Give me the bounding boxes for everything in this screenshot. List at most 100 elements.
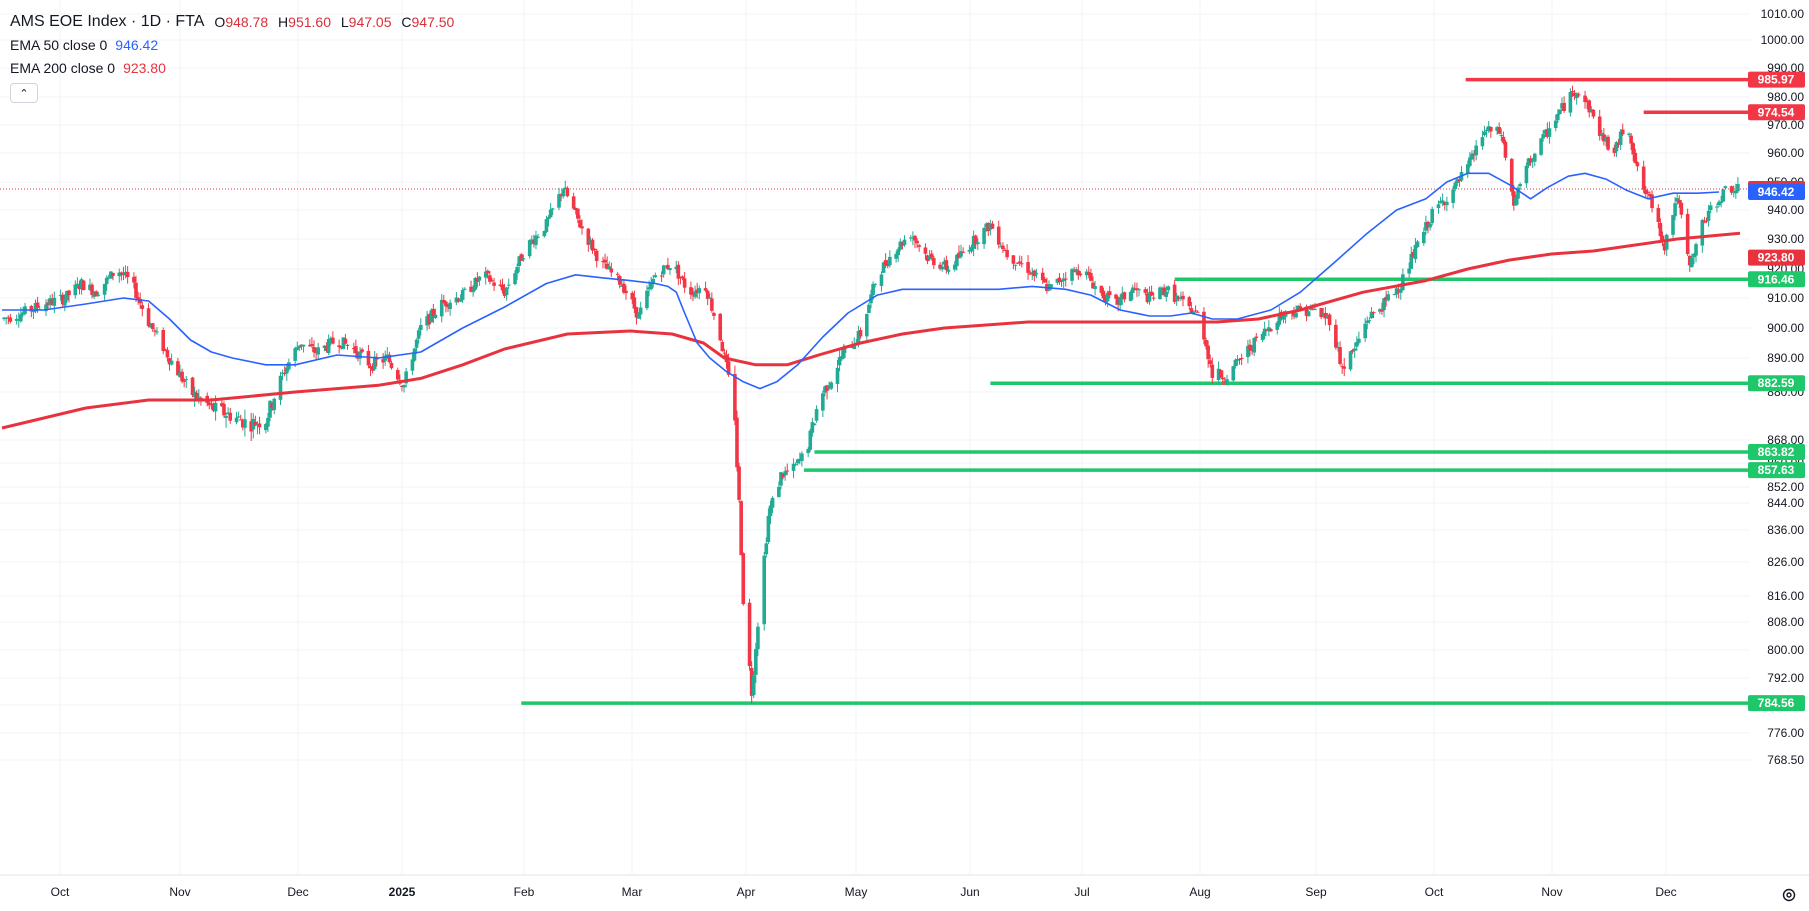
candle-body — [111, 272, 115, 276]
candle-body — [624, 290, 628, 294]
time-tick-label: Aug — [1189, 885, 1210, 899]
candle-body — [312, 347, 316, 353]
candle-body — [925, 255, 930, 262]
candle-body — [1235, 358, 1240, 361]
candle-body — [161, 330, 166, 352]
candle-body — [1415, 241, 1420, 248]
candle-body — [197, 396, 201, 398]
ema50-label: EMA 50 close 0 — [10, 36, 108, 53]
legend-main-row: AMS EOE Index · 1D · FTA O948.78 H951.60… — [10, 10, 458, 33]
candle-body — [1189, 308, 1194, 314]
candle-body — [492, 282, 496, 286]
candle-body — [1005, 249, 1009, 258]
candles — [2, 85, 1740, 704]
candle-body — [1719, 201, 1723, 204]
candle-body — [1193, 310, 1198, 312]
candle-body — [999, 246, 1003, 248]
candle-body — [1179, 297, 1183, 299]
candle-body — [264, 424, 268, 431]
candle-body — [871, 283, 875, 295]
candle-body — [888, 256, 892, 266]
candle-body — [506, 284, 511, 286]
candle-body — [1267, 327, 1271, 332]
candle-body — [1453, 182, 1458, 190]
candle-body — [199, 397, 203, 399]
candle-body — [1704, 220, 1709, 222]
candle-body — [1690, 257, 1694, 268]
candle-body — [529, 239, 534, 242]
candle-body — [647, 287, 651, 290]
candle-body — [823, 386, 827, 393]
candle-body — [1597, 116, 1602, 136]
candle-body — [1572, 92, 1577, 97]
high-value: 951.60 — [288, 13, 331, 30]
candle-body — [1049, 284, 1053, 288]
candle-body — [224, 415, 228, 418]
candle-body — [1562, 102, 1566, 111]
time-axis[interactable]: Oct Nov Dec 2025 Feb Mar Apr May Jun Jul Aug Sep Oct… — [51, 885, 1677, 899]
candle-body — [316, 347, 320, 355]
candle-body — [858, 330, 863, 337]
candle-body — [737, 466, 741, 500]
candle-body — [1225, 379, 1229, 384]
candle-body — [975, 242, 980, 245]
candle-body — [109, 271, 113, 279]
candle-body — [1246, 345, 1250, 358]
candle-body — [873, 283, 877, 285]
candle-body — [580, 226, 584, 229]
candle-body — [418, 324, 423, 330]
candle-body — [1296, 305, 1300, 311]
ema50-legend-row[interactable]: EMA 50 close 0 946.42 — [10, 33, 458, 56]
ema200-legend-row[interactable]: EMA 200 close 0 923.80 — [10, 56, 458, 79]
candle-body — [986, 223, 991, 232]
candle-body — [1484, 130, 1489, 132]
candle-body — [1017, 261, 1022, 264]
candle-body — [798, 458, 802, 462]
candle-body — [988, 223, 993, 230]
candle-body — [808, 430, 813, 450]
candle-body — [475, 277, 480, 282]
candle-body — [766, 515, 771, 542]
candle-body — [354, 346, 358, 354]
horizontal-levels — [521, 77, 1750, 705]
candle-body — [1612, 147, 1617, 153]
candle-body — [1195, 311, 1200, 313]
candle-body — [1457, 179, 1462, 182]
candle-body — [169, 360, 174, 365]
resistance-level-tag: 974.54 — [1758, 105, 1795, 119]
time-tick-label: Jul — [1074, 885, 1089, 899]
candle-body — [573, 207, 578, 210]
candle-body — [622, 283, 626, 293]
ema200-value: 923.80 — [123, 59, 166, 76]
candle-body — [1736, 184, 1740, 192]
candle-body — [1063, 278, 1068, 280]
collapse-legend-button[interactable]: ⌃ — [10, 83, 38, 103]
candle-body — [634, 307, 639, 318]
candle-body — [134, 282, 138, 298]
candle-body — [712, 312, 716, 316]
candle-body — [490, 280, 494, 282]
candle-body — [751, 675, 756, 695]
candle-body — [119, 272, 124, 275]
candle-body — [1700, 220, 1705, 246]
chart-legend: AMS EOE Index · 1D · FTA O948.78 H951.60… — [10, 10, 458, 103]
candle-body — [1130, 287, 1135, 293]
candle-body — [1181, 295, 1185, 300]
candle-body — [1468, 157, 1472, 166]
candle-body — [209, 403, 214, 405]
candle-body — [1323, 312, 1328, 319]
time-tick-label: Jun — [960, 885, 979, 899]
candle-body — [1378, 309, 1382, 312]
candle-body — [287, 362, 291, 370]
candle-body — [280, 372, 285, 374]
chevron-up-icon: ⌃ — [19, 87, 29, 100]
candle-body — [412, 348, 417, 361]
symbol-title[interactable]: AMS EOE Index · 1D · FTA — [10, 12, 205, 30]
candle-body — [532, 240, 536, 244]
candle-body — [1118, 297, 1122, 306]
candle-body — [1350, 350, 1355, 352]
settings-gear-icon[interactable] — [1781, 887, 1797, 903]
candle-body — [779, 472, 783, 486]
candle-body — [885, 263, 890, 266]
